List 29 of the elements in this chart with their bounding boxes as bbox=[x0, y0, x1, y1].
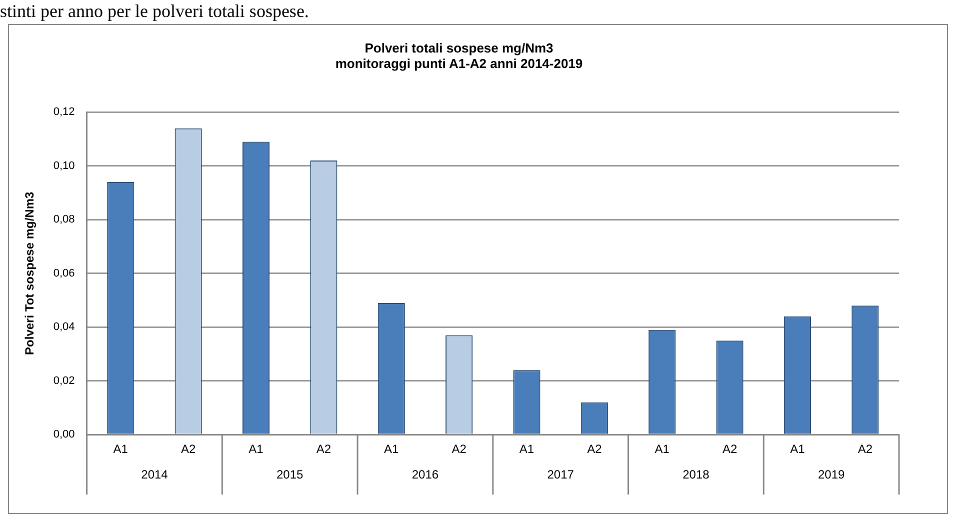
x-tick-label: A1 bbox=[519, 442, 534, 456]
text: 2018 bbox=[682, 468, 710, 482]
y-tick-label: 0,12 bbox=[53, 106, 75, 118]
y-tick-label: 0,06 bbox=[53, 267, 75, 280]
y-axis-title: Polveri Tot sospese mg/Nm3 bbox=[22, 192, 37, 355]
x-tick-label: A1 bbox=[113, 442, 128, 456]
chart-title: Polveri totali sospese mg/Nm3 bbox=[364, 40, 554, 56]
chart-subtitle: monitoraggi punti A1-A2 anni 2014-2019 bbox=[335, 56, 583, 71]
text: 2014 bbox=[141, 468, 168, 482]
x-tick-label: A1 bbox=[654, 442, 670, 456]
x-tick-label: A2 bbox=[722, 442, 738, 456]
x-tick-label: A1 bbox=[790, 442, 806, 456]
x-tick-label: A2 bbox=[180, 442, 196, 456]
y-tick-label: 0,00 bbox=[53, 428, 75, 441]
y-tick-label: 0,10 bbox=[53, 160, 75, 172]
x-tick-label: A2 bbox=[452, 442, 467, 456]
text: 2019 bbox=[818, 468, 845, 482]
x-tick-label: A2 bbox=[316, 442, 332, 456]
x-tick-label: A2 bbox=[858, 442, 873, 456]
text: 2017 bbox=[547, 468, 574, 482]
text: 2016 bbox=[412, 468, 439, 482]
x-tick-label: A2 bbox=[587, 442, 602, 456]
y-tick-label: 0,02 bbox=[53, 374, 75, 387]
x-tick-label: A1 bbox=[384, 442, 400, 456]
y-tick-label: 0,08 bbox=[53, 214, 75, 226]
x-tick-label: A1 bbox=[248, 442, 264, 456]
text: 2015 bbox=[276, 468, 304, 482]
text: stinti per anno per le polveri totali sospese. bbox=[0, 0, 309, 22]
y-tick-label: 0,04 bbox=[53, 321, 75, 334]
